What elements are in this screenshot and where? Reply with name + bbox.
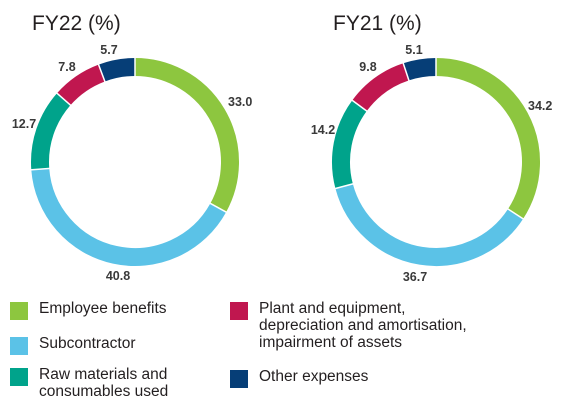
legend-label-raw-materials: Raw materials and consumables used — [39, 366, 169, 400]
slice-separator — [506, 207, 525, 220]
legend-swatch-plant-equipment — [230, 302, 248, 320]
data-label: 33.0 — [228, 95, 252, 109]
data-label: 12.7 — [12, 117, 36, 131]
donut-charts: FY22 (%) 33.0 40.8 12.7 7.8 5.7 FY21 (%) 34.2 36… — [12, 12, 553, 284]
donut-slice-1 — [31, 168, 227, 266]
donut-slice-1 — [335, 183, 524, 266]
data-label: 34.2 — [528, 99, 552, 113]
chart-title: FY21 (%) — [333, 12, 422, 35]
donut-slice-2 — [31, 93, 71, 170]
legend-item-raw-materials: Raw materials and consumables used — [10, 366, 168, 400]
data-label: 5.1 — [405, 43, 422, 57]
data-label: 36.7 — [403, 270, 427, 284]
legend-item-employee-benefits: Employee benefits — [10, 300, 167, 320]
donut-slice-4 — [98, 58, 136, 82]
legend-label-employee-benefits: Employee benefits — [39, 300, 167, 317]
data-label: 7.8 — [58, 60, 75, 74]
slice-separator — [209, 202, 228, 214]
legend-swatch-raw-materials — [10, 368, 28, 386]
slice-separator — [350, 99, 368, 113]
chart-title: FY22 (%) — [32, 12, 121, 35]
legend-swatch-employee-benefits — [10, 302, 28, 320]
donut-slice-3 — [56, 64, 106, 106]
data-label: 14.2 — [311, 123, 335, 137]
slice-separator — [402, 62, 410, 82]
donut-slice-0 — [435, 58, 540, 219]
legend-item-subcontractor: Subcontractor — [10, 335, 136, 355]
legend-item-other-expenses: Other expenses — [230, 368, 368, 388]
data-label: 9.8 — [359, 60, 376, 74]
slice-separator — [55, 91, 72, 107]
legend-swatch-other-expenses — [230, 370, 248, 388]
donut-slice-3 — [352, 63, 410, 112]
legend-label-plant-equipment: Plant and equipment, depreciation and am… — [259, 300, 467, 351]
slice-separator — [334, 182, 354, 190]
legend-label-subcontractor: Subcontractor — [39, 335, 136, 352]
donut-slice-2 — [332, 100, 367, 189]
data-label: 5.7 — [100, 43, 117, 57]
donut-slice-4 — [403, 58, 437, 81]
slice-separator — [30, 167, 51, 171]
donut-chart-fy22: FY22 (%) 33.0 40.8 12.7 7.8 5.7 — [12, 12, 253, 283]
slice-separator — [97, 63, 106, 83]
data-label: 40.8 — [106, 269, 130, 283]
donut-slice-0 — [134, 58, 239, 213]
donut-chart-fy21: FY21 (%) 34.2 36.7 14.2 9.8 5.1 — [311, 12, 553, 284]
legend-label-other-expenses: Other expenses — [259, 368, 369, 385]
legend-swatch-subcontractor — [10, 337, 28, 355]
legend-item-plant-equipment: Plant and equipment, depreciation and am… — [230, 300, 467, 351]
